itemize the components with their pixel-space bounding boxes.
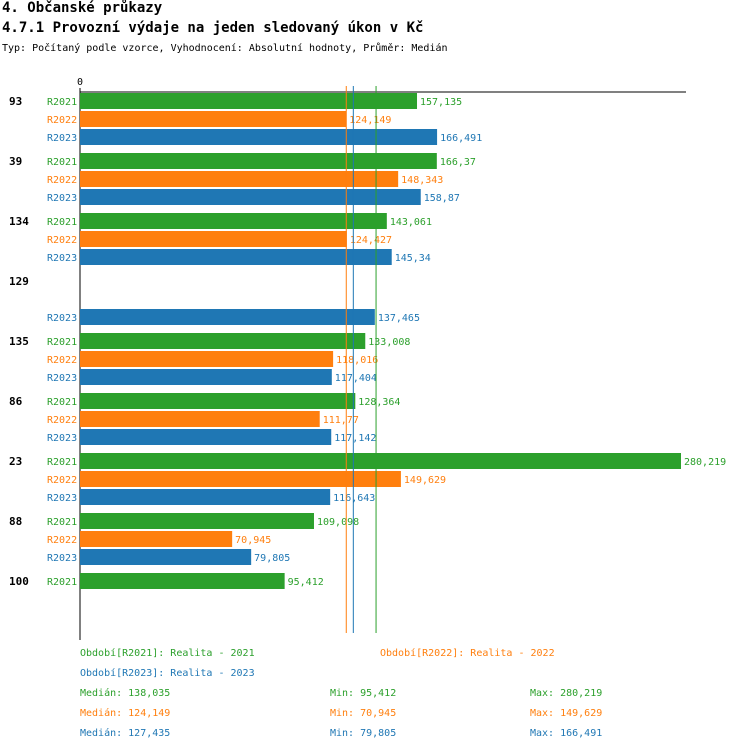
data-label: 111,77: [323, 415, 359, 426]
series-label: R2023: [47, 493, 77, 504]
bar: [80, 249, 392, 265]
data-label: 79,805: [254, 553, 290, 564]
series-label: R2022: [47, 355, 77, 366]
series-label: R2023: [47, 313, 77, 324]
bar: [80, 129, 438, 145]
stat-max-r2021: Max: 280,219: [530, 688, 603, 699]
group-label: 86: [9, 395, 23, 408]
data-label: 166,37: [440, 157, 476, 168]
series-label: R2023: [47, 133, 77, 144]
data-label: 124,149: [349, 115, 391, 126]
group-label: 93: [9, 95, 22, 108]
series-label: R2022: [47, 535, 77, 546]
stat-median-r2023: Medián: 127,435: [80, 728, 171, 739]
series-label: R2022: [47, 235, 77, 246]
group-label: 100: [9, 575, 29, 588]
series-label: R2023: [47, 253, 77, 264]
bar: [80, 453, 681, 469]
series-label: R2021: [47, 457, 77, 468]
bar: [80, 471, 401, 487]
stat-min-r2022: Min: 70,945: [330, 708, 397, 719]
data-label: 133,008: [368, 337, 410, 348]
bar: [80, 309, 375, 325]
series-label: R2023: [47, 193, 77, 204]
bar: [80, 549, 252, 565]
axis-zero-tick-label: 0: [77, 77, 83, 88]
bar: [80, 513, 314, 529]
series-label: R2021: [47, 157, 77, 168]
series-label: R2022: [47, 115, 77, 126]
data-label: 143,061: [390, 217, 432, 228]
stat-median-r2022: Medián: 124,149: [80, 708, 171, 719]
data-label: 128,364: [358, 397, 400, 408]
bar: [80, 333, 366, 349]
group-label: 39: [9, 155, 22, 168]
data-label: 70,945: [235, 535, 271, 546]
bar: [80, 231, 347, 247]
group-label: 129: [9, 275, 29, 288]
data-label: 118,016: [336, 355, 378, 366]
bar: [80, 189, 421, 205]
stat-max-r2023: Max: 166,491: [530, 728, 603, 739]
stat-max-r2022: Max: 149,629: [530, 708, 603, 719]
legend-period-r2022: Období[R2022]: Realita - 2022: [380, 648, 555, 659]
data-label: 166,491: [440, 133, 482, 144]
bar: [80, 351, 334, 367]
data-label: 280,219: [684, 457, 726, 468]
stat-min-r2021: Min: 95,412: [330, 688, 397, 699]
data-label: 137,465: [378, 313, 420, 324]
bar: [80, 489, 331, 505]
page-title: 4. Občanské průkazy: [2, 0, 163, 16]
group-label: 135: [9, 335, 29, 348]
stat-median-r2021: Medián: 138,035: [80, 688, 171, 699]
series-label: R2021: [47, 577, 77, 588]
chart-title: 4.7.1 Provozní výdaje na jeden sledovaný…: [2, 20, 424, 36]
series-label: R2023: [47, 373, 77, 384]
group-label: 134: [9, 215, 29, 228]
data-label: 145,34: [395, 253, 431, 264]
data-label: 95,412: [288, 577, 324, 588]
series-label: R2021: [47, 97, 77, 108]
bar: [80, 411, 320, 427]
data-label: 117,142: [334, 433, 376, 444]
series-label: R2021: [47, 337, 77, 348]
bar: [80, 393, 356, 409]
bar: [80, 93, 418, 109]
series-label: R2021: [47, 217, 77, 228]
series-label: R2022: [47, 415, 77, 426]
chart-type-info: Typ: Počítaný podle vzorce, Vyhodnocení:…: [2, 43, 448, 54]
bar: [80, 213, 387, 229]
data-label: 158,87: [424, 193, 460, 204]
series-label: R2021: [47, 517, 77, 528]
group-label: 88: [9, 515, 22, 528]
data-label: 157,135: [420, 97, 462, 108]
data-label: 148,343: [401, 175, 443, 186]
bar: [80, 153, 437, 169]
data-label: 124,427: [350, 235, 392, 246]
bar: [80, 369, 332, 385]
bar: [80, 573, 285, 589]
stat-min-r2023: Min: 79,805: [330, 728, 397, 739]
data-label: 116,643: [333, 493, 375, 504]
series-label: R2022: [47, 175, 77, 186]
bar: [80, 429, 332, 445]
bar: [80, 111, 347, 127]
data-label: 149,629: [404, 475, 446, 486]
series-label: R2021: [47, 397, 77, 408]
series-label: R2023: [47, 553, 77, 564]
bar: [80, 531, 233, 547]
legend-period-r2021: Období[R2021]: Realita - 2021: [80, 648, 255, 659]
legend-period-r2023: Období[R2023]: Realita - 2023: [80, 668, 255, 679]
bar: [80, 171, 399, 187]
group-label: 23: [9, 455, 22, 468]
data-label: 109,098: [317, 517, 359, 528]
data-label: 117,404: [335, 373, 377, 384]
series-label: R2022: [47, 475, 77, 486]
series-label: R2023: [47, 433, 77, 444]
